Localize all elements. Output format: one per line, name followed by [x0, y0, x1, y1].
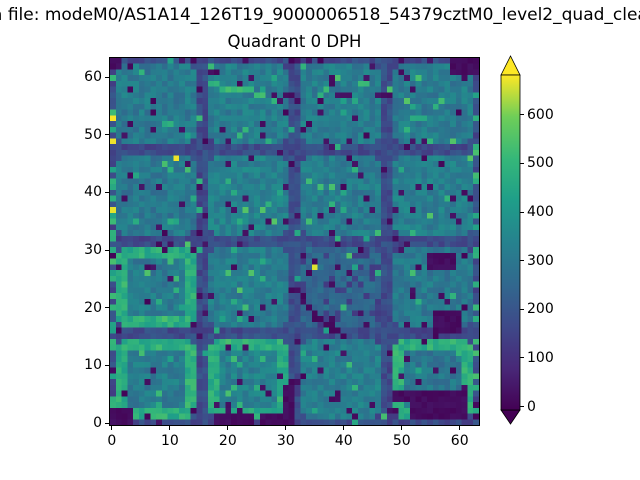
colorbar-tick-label: 300 — [527, 252, 554, 269]
y-tick-mark — [105, 422, 109, 424]
y-tick-mark — [105, 134, 109, 136]
colorbar — [500, 55, 521, 425]
colorbar-tick-mark — [520, 162, 524, 164]
y-tick-label: 40 — [84, 184, 102, 201]
heatmap-canvas — [110, 58, 479, 425]
colorbar-tick-mark — [520, 211, 524, 213]
colorbar-extend-min-arrow — [500, 409, 521, 425]
colorbar-tick-mark — [520, 406, 524, 408]
colorbar-tick-mark — [520, 308, 524, 310]
y-tick-label: 20 — [84, 299, 102, 316]
y-tick-label: 30 — [84, 242, 102, 259]
y-tick-label: 0 — [93, 415, 102, 432]
y-tick-label: 50 — [84, 126, 102, 143]
y-tick-mark — [105, 76, 109, 78]
y-tick-mark — [105, 364, 109, 366]
colorbar-tick-mark — [520, 357, 524, 359]
colorbar-extend-max-arrow — [500, 55, 521, 76]
x-tick-mark — [343, 426, 345, 430]
colorbar-tick-label: 400 — [527, 204, 554, 221]
y-tick-mark — [105, 249, 109, 251]
colorbar-tick-mark — [520, 114, 524, 116]
colorbar-tick-label: 600 — [527, 106, 554, 123]
y-tick-mark — [105, 307, 109, 309]
colorbar-tick-mark — [520, 260, 524, 262]
x-tick-label: 60 — [450, 433, 469, 449]
x-tick-label: 10 — [160, 433, 179, 449]
x-tick-mark — [401, 426, 403, 430]
suptitle-text: a file: modeM0/AS1A14_126T19_9000006518_… — [0, 5, 640, 25]
colorbar-tick-label: 0 — [527, 398, 536, 415]
suptitle: a file: modeM0/AS1A14_126T19_9000006518_… — [0, 5, 640, 27]
colorbar-gradient-bar — [500, 74, 521, 411]
colorbar-tick-label: 500 — [527, 155, 554, 172]
heatmap-plot-area — [109, 57, 480, 426]
x-tick-label: 50 — [392, 433, 411, 449]
x-tick-mark — [285, 426, 287, 430]
x-tick-mark — [459, 426, 461, 430]
y-tick-mark — [105, 191, 109, 193]
x-tick-label: 20 — [218, 433, 237, 449]
colorbar-tick-label: 100 — [527, 349, 554, 366]
x-tick-mark — [227, 426, 229, 430]
x-tick-label: 0 — [107, 433, 117, 449]
x-tick-mark — [169, 426, 171, 430]
x-tick-label: 40 — [334, 433, 353, 449]
y-tick-label: 10 — [84, 357, 102, 374]
y-tick-label: 60 — [84, 69, 102, 86]
x-tick-label: 30 — [276, 433, 295, 449]
x-tick-mark — [111, 426, 113, 430]
colorbar-tick-label: 200 — [527, 301, 554, 318]
plot-title: Quadrant 0 DPH — [227, 32, 362, 51]
